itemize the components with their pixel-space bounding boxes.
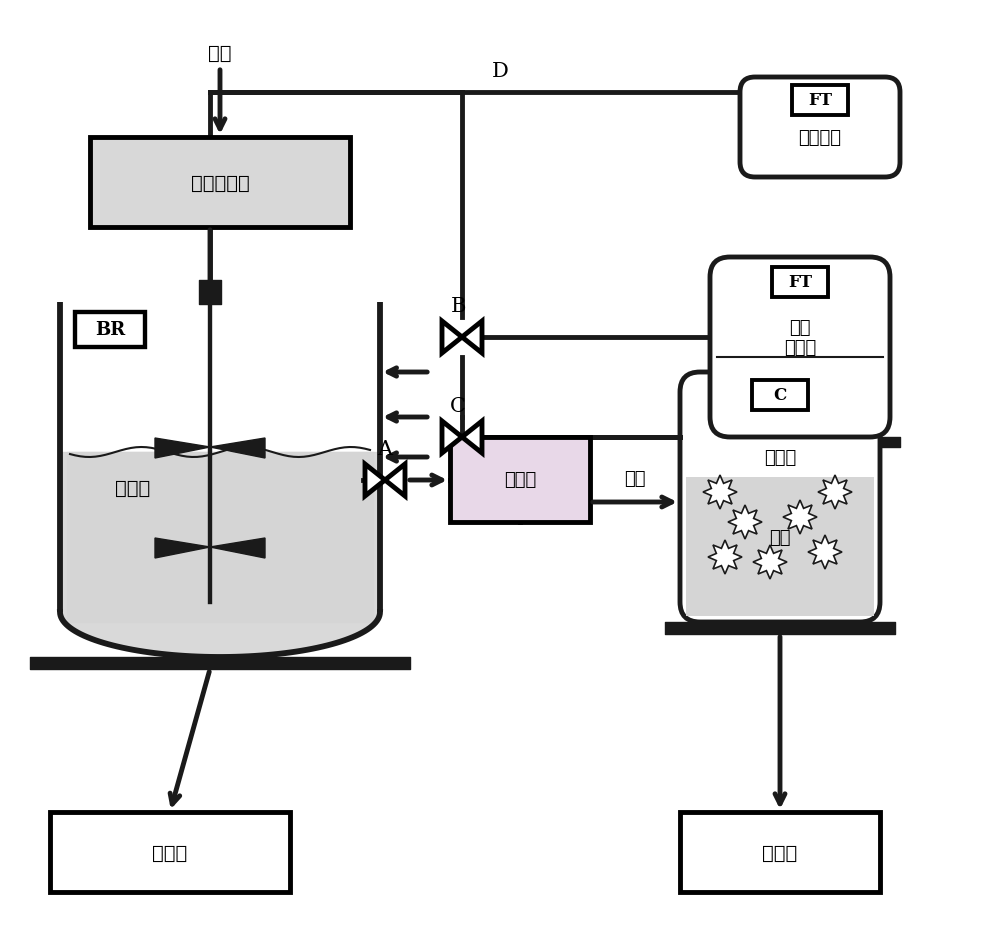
- Polygon shape: [210, 438, 265, 459]
- FancyBboxPatch shape: [740, 78, 900, 178]
- Bar: [792, 86, 848, 116]
- Polygon shape: [708, 540, 742, 575]
- Polygon shape: [385, 464, 405, 497]
- Text: 终产物: 终产物: [152, 843, 188, 861]
- Text: 结晶: 结晶: [624, 469, 646, 488]
- Bar: [752, 381, 808, 411]
- Text: 发酵液: 发酵液: [504, 471, 536, 489]
- Bar: [686, 477, 874, 616]
- Bar: [75, 312, 145, 348]
- Polygon shape: [365, 464, 385, 497]
- Bar: [50, 812, 290, 892]
- Text: 发酵液: 发酵液: [115, 478, 150, 497]
- Text: 葡萄糖粉: 葡萄糖粉: [798, 129, 841, 146]
- Polygon shape: [442, 422, 462, 453]
- Text: A: A: [377, 439, 393, 459]
- Text: D: D: [492, 62, 508, 81]
- Text: 上清液: 上清液: [764, 449, 796, 466]
- Text: 终产物: 终产物: [762, 843, 798, 861]
- Polygon shape: [808, 536, 842, 569]
- Polygon shape: [155, 539, 210, 558]
- Text: C: C: [450, 397, 466, 415]
- Polygon shape: [818, 476, 852, 510]
- FancyBboxPatch shape: [680, 373, 880, 622]
- Text: 菌株: 菌株: [208, 44, 232, 62]
- Polygon shape: [462, 422, 482, 453]
- Text: FT: FT: [788, 274, 812, 291]
- Text: C: C: [773, 387, 787, 404]
- Bar: [680, 812, 880, 892]
- Text: 发酵
培养基: 发酵 培养基: [784, 318, 816, 357]
- Text: FT: FT: [808, 93, 832, 109]
- Text: 发酵培养基: 发酵培养基: [191, 173, 249, 192]
- Bar: [450, 438, 590, 523]
- Polygon shape: [155, 438, 210, 459]
- Text: B: B: [450, 297, 466, 316]
- Text: 晶体: 晶体: [769, 528, 791, 546]
- FancyBboxPatch shape: [710, 258, 890, 438]
- Polygon shape: [462, 322, 482, 353]
- Text: BR: BR: [95, 321, 125, 339]
- Polygon shape: [783, 501, 817, 535]
- Polygon shape: [703, 476, 737, 510]
- Polygon shape: [210, 539, 265, 558]
- Polygon shape: [442, 322, 462, 353]
- Bar: [717, 358, 883, 430]
- Bar: [772, 268, 828, 298]
- Bar: [90, 138, 350, 228]
- Polygon shape: [753, 545, 787, 579]
- Polygon shape: [728, 505, 762, 540]
